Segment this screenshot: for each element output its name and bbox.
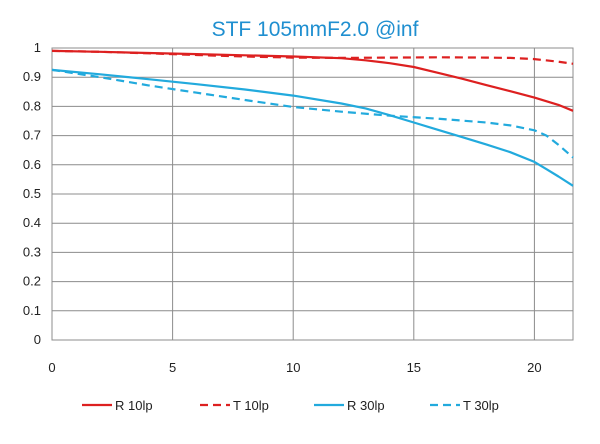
x-tick-label: 10 [286,360,300,375]
x-tick-label: 15 [407,360,421,375]
grid [51,47,574,341]
y-tick-label: 0.3 [23,244,41,259]
y-tick-label: 0.4 [23,215,41,230]
x-tick-label: 20 [527,360,541,375]
x-tick-label: 5 [169,360,176,375]
series-line-r-30lp [51,68,574,187]
y-tick-label: 0.8 [23,98,41,113]
y-tick-label: 0.2 [23,274,41,289]
y-tick-label: 0 [34,332,41,347]
y-tick-label: 1 [34,40,41,55]
legend: R 10lp T 10lp R 30lp T 30lp [82,398,499,413]
legend-label: T 30lp [463,398,499,413]
y-tick-label: 0.9 [23,69,41,84]
series-line-r-10lp [51,49,574,112]
chart-title: STF 105mmF2.0 @inf [212,18,419,41]
x-tick-label: 0 [48,360,55,375]
plot-area [51,49,574,187]
legend-label: T 10lp [233,398,269,413]
y-tick-label: 0.6 [23,157,41,172]
series-line-t-30lp [51,68,574,159]
legend-label: R 30lp [347,398,385,413]
y-tick-label: 0.1 [23,303,41,318]
y-tick-label: 0.5 [23,186,41,201]
legend-label: R 10lp [115,398,153,413]
y-tick-label: 0.7 [23,128,41,143]
axes: 00.10.20.30.40.50.60.70.80.910 5 10 15 20 [23,40,542,375]
series-line-t-10lp [51,49,574,65]
plot-border [51,47,574,341]
